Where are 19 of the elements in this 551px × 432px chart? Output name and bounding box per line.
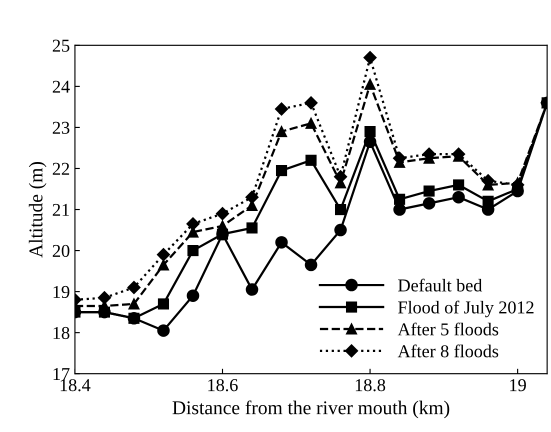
y-tick-label: 19	[54, 286, 70, 298]
y-tick-label: 25	[52, 40, 70, 52]
y-tick-label: 24	[52, 80, 70, 93]
y-tick-label: 21	[52, 204, 69, 216]
x-tick-label: 18.6	[208, 379, 238, 392]
x-tick-label: 19	[510, 379, 526, 392]
x-tick-label: 18.8	[356, 379, 386, 392]
y-tick-label: 23	[52, 122, 70, 134]
x-tick-label: 18.4	[60, 379, 90, 392]
legend-label: Default bed	[398, 278, 482, 292]
y-tick-label: 22	[52, 162, 70, 175]
y-axis-title: Altitude (m)	[28, 162, 46, 258]
legend-label: After 8 floods	[398, 344, 498, 358]
y-tick-label: 20	[52, 244, 70, 257]
legend-label: Flood of July 2012	[398, 300, 534, 318]
y-tick-label: 18	[54, 326, 70, 340]
y-tick-label: 17	[54, 368, 70, 380]
legend-label: After 5 floods	[398, 322, 498, 336]
x-axis-title: Distance from the river mouth (km)	[172, 400, 450, 418]
